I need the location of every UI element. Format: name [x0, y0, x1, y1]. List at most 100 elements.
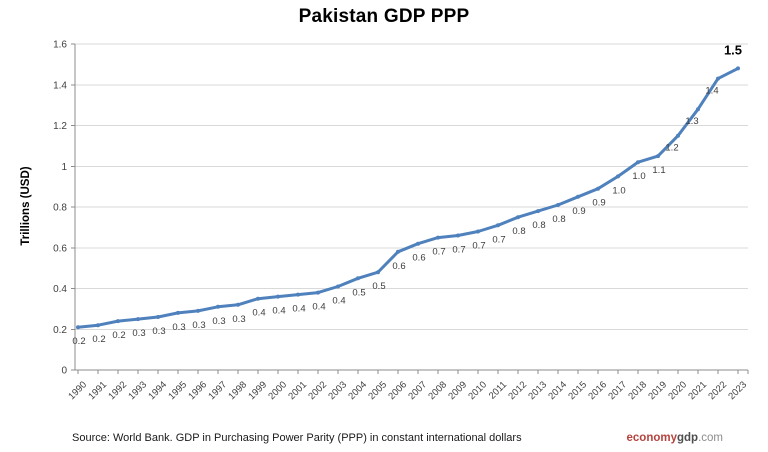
data-label: 0.2	[92, 334, 105, 345]
x-tick-label: 1992	[106, 379, 129, 402]
y-tick-label: 1.6	[53, 40, 67, 51]
data-point	[576, 194, 580, 199]
data-point	[736, 66, 740, 71]
data-point	[336, 284, 340, 289]
data-point	[316, 290, 320, 295]
data-label: 0.5	[372, 281, 385, 292]
data-point	[216, 304, 220, 309]
data-point	[556, 203, 560, 207]
brand-link[interactable]: economygdp.com	[627, 432, 724, 444]
data-label: 0.3	[192, 320, 205, 331]
data-label-final: 1.5	[724, 42, 742, 57]
x-tick-label: 2008	[426, 379, 449, 402]
data-label: 0.7	[452, 245, 465, 256]
y-tick-label: 0.4	[53, 284, 67, 295]
data-label: 0.5	[352, 287, 365, 298]
y-tick-label: 0.2	[53, 325, 67, 336]
data-label: 1.1	[652, 165, 665, 176]
data-label: 0.7	[492, 234, 505, 245]
data-point	[196, 308, 200, 313]
data-point	[656, 154, 660, 159]
x-tick-label: 2002	[306, 379, 329, 402]
data-label: 0.2	[72, 336, 85, 347]
data-label: 1.2	[665, 143, 678, 154]
data-label: 0.3	[132, 328, 145, 339]
x-tick-label: 2007	[406, 379, 429, 402]
data-label: 0.8	[552, 214, 565, 225]
data-label: 0.4	[332, 295, 345, 306]
data-label: 0.6	[412, 253, 425, 264]
x-tick-label: 1999	[246, 379, 269, 402]
source-note: Source: World Bank. GDP in Purchasing Po…	[72, 432, 522, 444]
x-tick-label: 1993	[126, 379, 149, 402]
x-tick-label: 2003	[326, 379, 349, 402]
data-label: 0.8	[512, 226, 525, 237]
x-tick-label: 2006	[386, 379, 409, 402]
data-point	[96, 323, 100, 328]
data-point	[616, 174, 620, 179]
chart-title: Pakistan GDP PPP	[298, 6, 470, 27]
data-label: 1.0	[632, 171, 645, 182]
data-point	[356, 276, 360, 281]
data-point	[116, 319, 120, 324]
x-tick-label: 1995	[166, 379, 189, 402]
x-tick-label: 2001	[286, 379, 309, 402]
x-tick-label: 2019	[646, 379, 669, 402]
data-point	[296, 292, 300, 297]
x-tick-label: 2012	[506, 379, 529, 402]
brand-gdp: gdp	[677, 432, 699, 444]
data-point	[176, 310, 180, 315]
data-label: 1.3	[685, 116, 698, 127]
data-point	[696, 107, 700, 112]
x-tick-label: 2022	[706, 379, 729, 402]
x-tick-label: 2014	[546, 379, 569, 402]
x-tick-label: 2017	[606, 379, 629, 402]
data-point	[676, 133, 680, 138]
data-point	[396, 249, 400, 254]
data-label: 0.4	[252, 308, 265, 319]
x-tick-label: 2011	[487, 379, 509, 401]
y-tick-label: 0	[61, 366, 67, 377]
data-label: 0.4	[312, 302, 325, 313]
y-tick-label: 1.2	[53, 121, 67, 132]
brand-economy: economy	[626, 432, 678, 444]
x-tick-label: 2005	[366, 379, 389, 402]
data-label: 0.2	[112, 330, 125, 341]
x-tick-label: 2010	[466, 379, 489, 402]
x-tick-label: 2000	[266, 379, 289, 402]
y-tick-label: 1	[61, 162, 67, 173]
data-point	[416, 241, 420, 246]
x-tick-label: 2020	[666, 379, 689, 402]
x-tick-label: 1991	[86, 379, 109, 402]
data-point	[536, 209, 540, 214]
gdp-line	[76, 66, 740, 329]
data-label: 0.3	[212, 316, 225, 327]
x-tick-label: 2013	[526, 379, 549, 402]
data-label: 0.4	[272, 306, 285, 317]
data-point	[436, 235, 440, 240]
data-label: 0.3	[172, 322, 185, 333]
brand-com: .com	[698, 432, 723, 444]
x-tick-label: 2015	[566, 379, 589, 402]
x-tick-label: 1996	[186, 379, 209, 402]
data-label: 0.7	[432, 247, 445, 258]
data-point	[496, 223, 500, 228]
data-point	[76, 325, 80, 330]
data-point	[276, 294, 280, 299]
x-tick-label: 2018	[626, 379, 649, 402]
data-point	[716, 76, 720, 81]
x-tick-label: 1990	[66, 379, 89, 402]
data-point	[376, 270, 380, 275]
x-tick-label: 1994	[146, 379, 169, 402]
data-point	[156, 315, 160, 319]
data-label: 1.4	[705, 86, 718, 97]
data-point	[596, 186, 600, 191]
x-tick-label: 2004	[346, 379, 369, 402]
data-label: 0.6	[392, 261, 405, 272]
x-tick-label: 2021	[686, 379, 709, 402]
data-point	[516, 215, 520, 220]
y-tick-label: 0.8	[53, 203, 67, 214]
footer: Source: World Bank. GDP in Purchasing Po…	[0, 432, 768, 444]
data-label: 0.3	[152, 326, 165, 337]
